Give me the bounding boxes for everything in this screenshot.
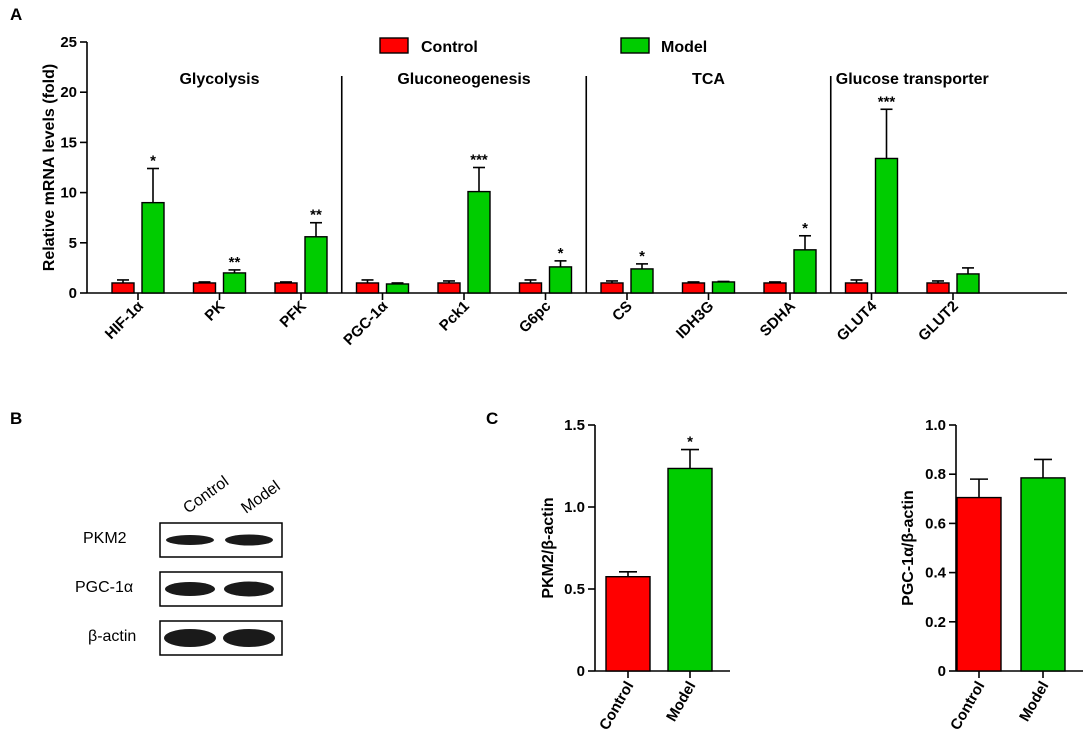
chartc1-x-tick-label-control: Control xyxy=(596,679,637,734)
blot-row-label-pkm2: PKM2 xyxy=(83,530,127,547)
bar-model-sdha xyxy=(793,249,817,294)
bar-control-cs xyxy=(600,282,624,294)
bar-control-glut2 xyxy=(926,282,950,294)
panel-chartc2-y-tick-label: 0.8 xyxy=(925,466,946,483)
x-tick-label-glut2: GLUT2 xyxy=(915,298,962,345)
blot-row-label-pgc1a: PGC-1α xyxy=(75,579,133,596)
blot-band-pkm2-control xyxy=(166,535,214,545)
significance-marker-glut4: *** xyxy=(878,93,896,110)
bar-control-g6pc xyxy=(518,282,543,294)
panel-chartc2-y-tick-label: 0 xyxy=(938,663,946,680)
legend-control-label: Control xyxy=(421,39,478,56)
bar-control-pk xyxy=(192,282,217,294)
chartc2-bar-control xyxy=(956,496,1002,672)
x-tick-label-idh3g: IDH3G xyxy=(673,298,717,342)
panel-chartc2-y-tick-label: 0.2 xyxy=(925,614,946,631)
bar-model-pgc-1 xyxy=(385,283,410,294)
x-tick-label-pgc-1: PGC-1α xyxy=(340,297,392,349)
panel-label-b: B xyxy=(10,409,22,428)
panel-c-pgc1a-bar-chart: PGC-1α/β-actin 0 0.2 0.4 0.6 0.8 1.0 Control Mo… xyxy=(900,417,1083,733)
panel-chartc1-y-tick-label: 1.0 xyxy=(564,499,585,516)
panel-b-western-blot: Control Model PKM2 PGC-1α β-actin xyxy=(75,473,284,656)
significance-marker-pk: ** xyxy=(229,254,241,271)
significance-marker-pck1: *** xyxy=(470,152,488,169)
x-tick-label-pk: PK xyxy=(202,298,229,325)
chartc1-bar-model xyxy=(667,467,713,672)
blot-lane-label-control: Control xyxy=(180,473,232,517)
group-label-glucose-transporter: Glucose transporter xyxy=(836,71,989,88)
significance-marker-cs: * xyxy=(639,248,645,265)
blot-row-label-beta-actin: β-actin xyxy=(88,628,136,645)
significance-marker-pfk: ** xyxy=(310,207,322,224)
chartc1-significance-marker-model: * xyxy=(687,434,693,451)
significance-marker-hif-1: * xyxy=(150,153,156,170)
panel-a-legend: Control Model xyxy=(379,37,707,56)
panel-chartc2-y-tick-label: 0.4 xyxy=(925,565,947,582)
bar-model-pk xyxy=(222,272,247,294)
legend-model-swatch xyxy=(620,37,650,54)
bar-model-cs xyxy=(630,268,654,294)
panel-a-y-tick-label: 10 xyxy=(60,185,77,202)
panel-a-y-axis-label: Relative mRNA levels (fold) xyxy=(41,64,58,271)
blot-band-pkm2-model xyxy=(225,534,273,546)
x-tick-label-g6pc: G6pc xyxy=(516,298,555,337)
group-label-gluconeogenesis: Gluconeogenesis xyxy=(397,71,530,88)
bar-model-idh3g xyxy=(711,281,736,294)
blot-band-beta-actin-control xyxy=(164,629,216,647)
group-label-tca: TCA xyxy=(692,71,725,88)
legend-control-swatch xyxy=(379,37,409,54)
bar-control-pgc-1 xyxy=(355,282,380,294)
x-tick-label-pck1: Pck1 xyxy=(436,298,473,335)
panel-c-pkm2-bar-chart: PKM2/β-actin 0 0.5 1.0 1.5 Control Model * xyxy=(540,417,730,733)
panel-chartc2-y-tick-label: 1.0 xyxy=(925,417,946,434)
panel-chartc1-y-tick-label: 1.5 xyxy=(564,417,585,434)
legend-model-label: Model xyxy=(661,39,707,56)
chartc2-bar-model xyxy=(1020,477,1066,672)
bar-control-pck1 xyxy=(437,282,461,294)
bar-model-g6pc xyxy=(548,266,573,294)
bar-model-pck1 xyxy=(467,190,491,294)
x-tick-label-cs: CS xyxy=(609,298,636,325)
panel-a-y-tick-label: 0 xyxy=(69,285,77,302)
x-tick-label-sdha: SDHA xyxy=(757,298,799,340)
panel-chartc1-y-tick-label: 0.5 xyxy=(564,581,585,598)
bar-model-hif-1 xyxy=(141,201,165,294)
chartc2-x-tick-label-model: Model xyxy=(1016,679,1052,725)
x-tick-label-hif-1: HIF-1α xyxy=(102,297,148,343)
bar-model-glut4 xyxy=(874,157,899,294)
panel-c2-y-axis-label: PGC-1α/β-actin xyxy=(900,490,917,606)
panel-chartc2-y-tick-label: 0.6 xyxy=(925,515,946,532)
blot-lane-label-model: Model xyxy=(238,478,283,517)
group-label-glycolysis: Glycolysis xyxy=(179,71,259,88)
blot-band-pgc1a-control xyxy=(165,582,215,596)
bar-model-glut2 xyxy=(956,273,980,294)
blot-band-beta-actin-model xyxy=(223,629,275,647)
blot-band-pgc1a-model xyxy=(224,581,274,597)
chartc2-x-tick-label-control: Control xyxy=(947,679,988,734)
bar-control-glut4 xyxy=(844,282,869,294)
panel-label-c: C xyxy=(486,409,498,428)
panel-a-y-tick-label: 15 xyxy=(60,134,77,151)
chartc1-bar-control xyxy=(605,576,651,672)
panel-a-bar-chart: Relative mRNA levels (fold) Control Mode… xyxy=(41,34,1067,349)
bar-control-hif-1 xyxy=(111,282,135,294)
x-tick-label-glut4: GLUT4 xyxy=(834,297,881,344)
significance-marker-g6pc: * xyxy=(558,245,564,262)
x-tick-label-pfk: PFK xyxy=(277,298,310,331)
panel-a-y-tick-label: 20 xyxy=(60,84,77,101)
bar-control-sdha xyxy=(763,282,787,294)
panel-c1-y-axis-label: PKM2/β-actin xyxy=(540,497,557,598)
panel-label-a: A xyxy=(10,5,22,24)
chartc1-x-tick-label-model: Model xyxy=(663,679,699,725)
significance-marker-sdha: * xyxy=(802,220,808,237)
bar-control-pfk xyxy=(274,282,298,294)
bar-control-idh3g xyxy=(681,282,706,294)
panel-a-y-tick-label: 25 xyxy=(60,34,77,51)
panel-a-y-tick-label: 5 xyxy=(69,235,77,252)
bar-model-pfk xyxy=(304,236,328,294)
panel-chartc1-y-tick-label: 0 xyxy=(577,663,585,680)
